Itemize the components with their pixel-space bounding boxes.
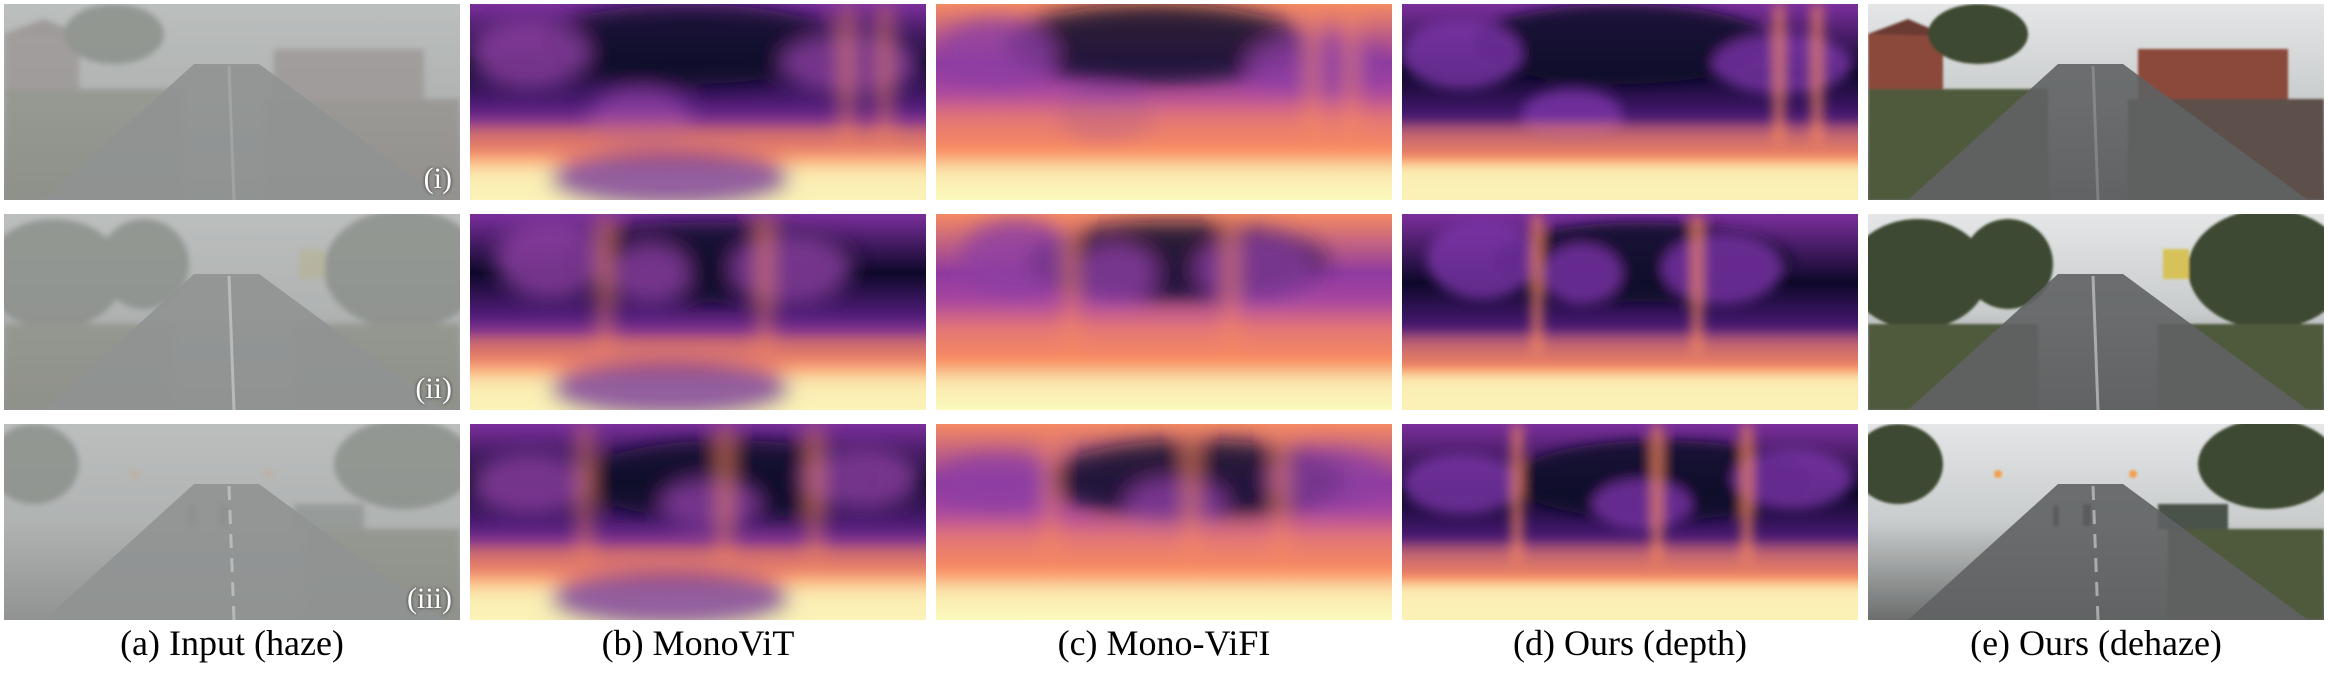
tile-image: [470, 424, 926, 620]
row-label: (i): [423, 162, 452, 195]
tile-image: [470, 4, 926, 200]
row-label: (ii): [415, 372, 452, 405]
tile-image: [1402, 424, 1858, 620]
tile-image: [4, 4, 460, 200]
tile-depth-ours-row-2: [1402, 214, 1858, 410]
column-caption: (e) Ours (dehaze): [1970, 623, 2222, 663]
tile-image: [936, 424, 1392, 620]
tile-depth-monovifi-row-1: [936, 4, 1392, 200]
tile-photo-haze-row-2: (ii): [4, 214, 460, 410]
column-caption: (b) MonoViT: [601, 623, 795, 663]
tile-photo-haze-row-3: (iii): [4, 424, 460, 620]
tile-photo-dehaze-row-1: [1868, 4, 2324, 200]
tile-image: [936, 4, 1392, 200]
tile-depth-ours-row-3: [1402, 424, 1858, 620]
tile-image: [936, 214, 1392, 410]
column-caption: (c) Mono-ViFI: [1057, 623, 1271, 663]
tile-image: [1868, 424, 2324, 620]
tile-depth-monovifi-row-2: [936, 214, 1392, 410]
tile-depth-monovit-row-2: [470, 214, 926, 410]
tile-image: [4, 424, 460, 620]
tile-photo-dehaze-row-3: [1868, 424, 2324, 620]
tile-depth-monovifi-row-3: [936, 424, 1392, 620]
tile-depth-monovit-row-3: [470, 424, 926, 620]
tile-image: [1402, 214, 1858, 410]
tile-image: [4, 214, 460, 410]
column-caption: (a) Input (haze): [120, 623, 344, 663]
tile-image: [1402, 4, 1858, 200]
column-caption: (d) Ours (depth): [1513, 623, 1747, 663]
tile-image: [470, 214, 926, 410]
tile-depth-ours-row-1: [1402, 4, 1858, 200]
row-label: (iii): [407, 582, 452, 615]
tile-depth-monovit-row-1: [470, 4, 926, 200]
tile-photo-haze-row-1: (i): [4, 4, 460, 200]
tile-photo-dehaze-row-2: [1868, 214, 2324, 410]
tile-image: [1868, 4, 2324, 200]
tile-image: [1868, 214, 2324, 410]
